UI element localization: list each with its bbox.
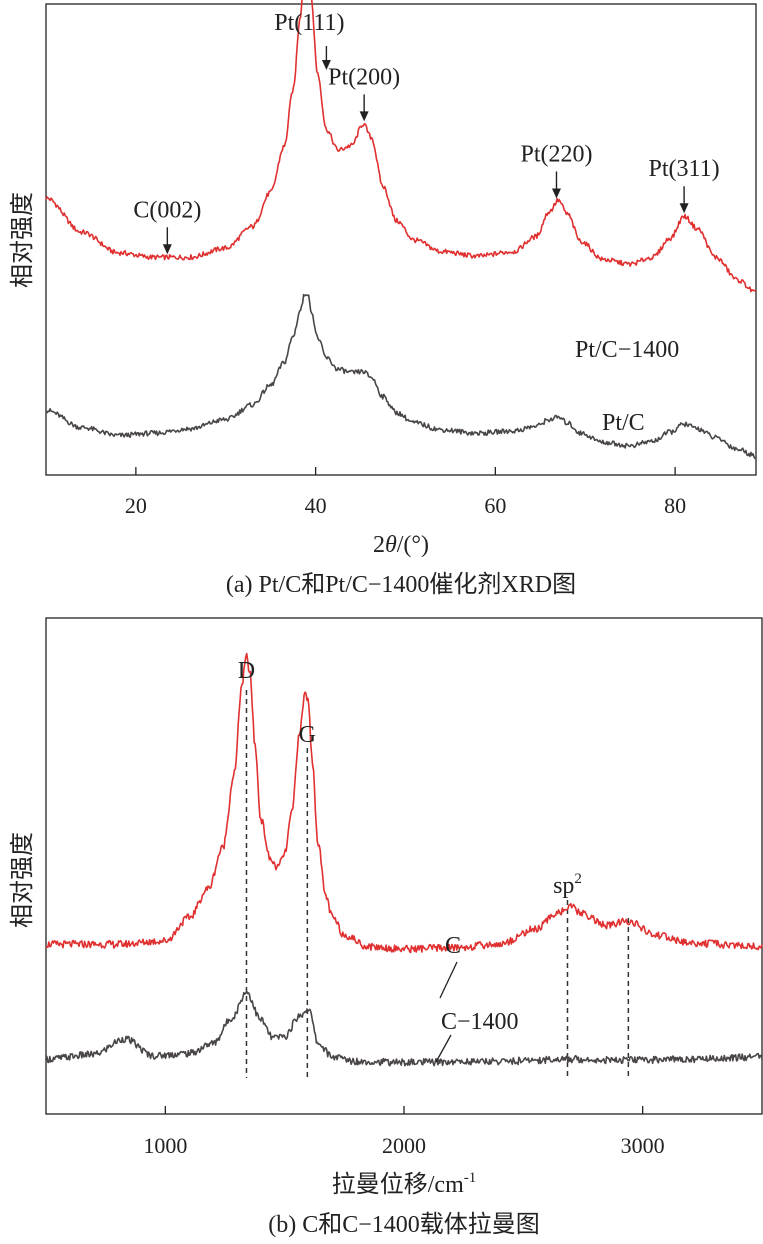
panel-a-annotation-arrow-head: [551, 188, 561, 199]
panel-a-x-ticks: 20 40 60 80: [125, 467, 686, 518]
panel-a-annotations: Pt(111) C(002) Pt(200) Pt(220) Pt(311): [133, 10, 720, 255]
panel-a-annotation-label: Pt(311): [649, 156, 720, 182]
panel-b-x-axis-label: 拉曼位移/cm-1: [332, 1170, 477, 1198]
panel-b-annotation-label: G: [299, 722, 316, 748]
panel-a-x-axis-label-theta: θ: [385, 532, 397, 558]
panel-b-plot-frame: [45, 617, 763, 1115]
panel-a-caption: (a) Pt/C和Pt/C−1400催化剂XRD图: [226, 571, 576, 598]
panel-a-series-group: [45, 0, 757, 460]
panel-a-series-line-2: [45, 293, 757, 460]
panel-b-label-c-1400: C−1400: [441, 1009, 519, 1035]
panel-a-y-axis-label: 相对强度: [9, 192, 36, 288]
panel-b-x-tick-label: 1000: [143, 1133, 187, 1158]
panel-b-annotation-label: sp2: [553, 871, 582, 899]
panel-b-y-axis-label: 相对强度: [9, 832, 36, 928]
panel-b-label-c-1400-leader: [435, 1034, 452, 1063]
panel-b-series-line-1: [45, 652, 763, 954]
panel-b-annotation-label-main: sp: [553, 873, 574, 899]
panel-a-annotation-arrow-head: [321, 60, 331, 70]
panel-b-caption: (b) C和C−1400载体拉曼图: [268, 1211, 540, 1238]
panel-a-annotation-label: Pt(111): [274, 10, 344, 36]
panel-b-x-axis-label-sup: -1: [464, 1170, 477, 1186]
panel-a-plot-frame: [45, 3, 757, 476]
panel-a-label-pt-c: Pt/C: [602, 410, 645, 436]
panel-b-annotation-label: D: [238, 658, 255, 684]
panel-b-x-ticks: 1000 2000 3000: [143, 1106, 665, 1158]
panel-b-x-tick-label: 2000: [382, 1133, 426, 1158]
panel-a-annotation-arrow-head: [359, 111, 369, 122]
panel-a-xrd: 20 40 60 80 Pt(111) C(002) Pt(200) Pt(220) Pt(3…: [9, 0, 757, 598]
panel-b-label-c: C: [445, 933, 461, 959]
panel-a-x-tick-label: 40: [305, 493, 327, 518]
panel-a-annotation-arrow-head: [162, 244, 172, 255]
panel-a-annotation-label: Pt(200): [328, 64, 400, 90]
panel-b-series-line-2: [45, 990, 763, 1067]
panel-b-label-c-leader: [439, 961, 458, 999]
panel-a-annotation-label: Pt(220): [520, 141, 592, 167]
panel-a-x-tick-label: 20: [125, 493, 147, 518]
panel-a-label-pt-c-1400: Pt/C−1400: [575, 337, 679, 363]
panel-a-x-axis-label-suffix: /(°): [397, 532, 429, 558]
panel-b-x-tick-label: 3000: [621, 1133, 665, 1158]
panel-a-series-line-1: [45, 0, 757, 293]
panel-a-x-tick-label: 60: [484, 493, 506, 518]
panel-b-x-axis-label-main: 拉曼位移/cm: [332, 1171, 464, 1198]
panel-b-series-group: [45, 652, 763, 1067]
panel-a-annotation-arrow-head: [679, 203, 689, 214]
panel-a-x-axis-label-prefix: 2: [373, 532, 385, 558]
panel-a-x-axis-label: 2θ/(°): [373, 532, 429, 558]
panel-b-annotation-label-sup: 2: [574, 871, 582, 887]
panel-b-reference-lines: [245, 690, 630, 1078]
panel-a-x-tick-label: 80: [664, 493, 686, 518]
panel-a-annotation-label: C(002): [133, 197, 201, 223]
